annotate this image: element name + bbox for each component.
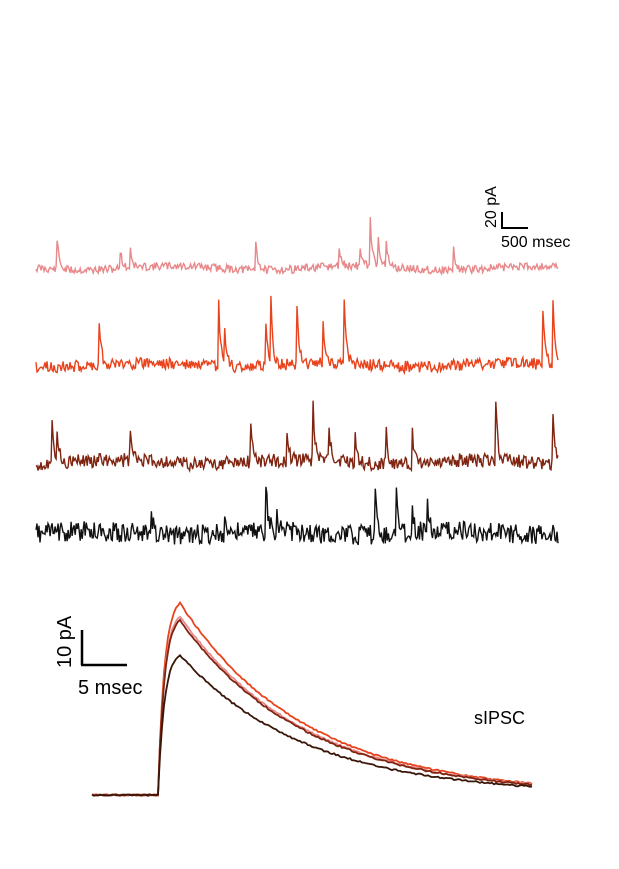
raw-traces: [35, 217, 559, 546]
top-scale-y-label: 20 pA: [483, 186, 500, 228]
avg-pink: [91, 615, 533, 798]
trace-orange: [35, 295, 559, 376]
bottom-scale-bar: 10 pA 5 msec: [54, 615, 142, 699]
bottom-scale-y-label: 10 pA: [54, 615, 76, 668]
trace-pink: [35, 217, 559, 276]
average-traces: [91, 600, 533, 798]
top-scale-x-label: 500 msec: [501, 234, 570, 251]
avg-black: [91, 654, 533, 797]
trace-brown: [35, 400, 559, 473]
avg-brown: [91, 618, 533, 797]
top-scale-bar: 20 pA 500 msec: [483, 186, 570, 251]
sipsc-label: sIPSC: [474, 708, 525, 728]
bottom-scale-x-label: 5 msec: [78, 677, 142, 699]
avg-orange: [91, 600, 533, 797]
trace-black: [35, 486, 559, 546]
